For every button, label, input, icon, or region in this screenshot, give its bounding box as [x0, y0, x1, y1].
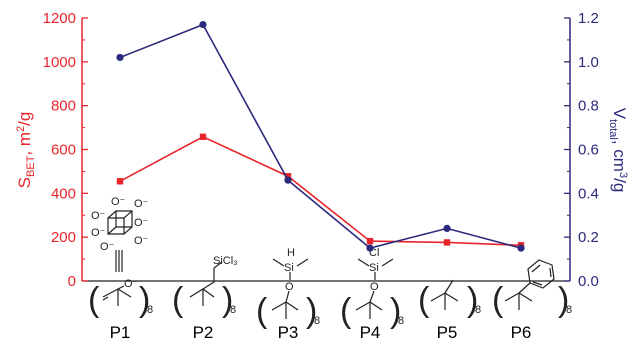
right-tick-label: 1.2 — [578, 10, 599, 27]
series-1-point-p1 — [116, 178, 124, 185]
repeat-subscript: 8 — [147, 304, 153, 316]
left-axis-ticks: 0 200 400 600 800 1000 1200 — [43, 10, 88, 290]
series-1-point-p5 — [443, 239, 451, 246]
series-2-point-p3 — [284, 176, 292, 184]
series-line-2 — [119, 23, 522, 250]
left-bracket: ( — [172, 281, 184, 319]
series-1-point-p4 — [366, 237, 374, 245]
p3-h: H — [287, 247, 295, 259]
right-tick-label: 0.8 — [578, 98, 599, 115]
category-label-p2: P2 — [193, 323, 214, 342]
category-labels: P1 P2 P3 P4 P5 P6 — [110, 323, 532, 342]
right-axis-label: Vtotal, cm3/g — [607, 108, 629, 193]
left-bracket: ( — [88, 281, 100, 319]
right-tick-label: 1.0 — [578, 54, 599, 71]
p6-structure — [504, 259, 555, 310]
category-label-p5: P5 — [437, 323, 458, 342]
repeat-subscript: 8 — [475, 304, 481, 316]
right-tick-label: 0.6 — [578, 142, 599, 159]
series-2-point-p1 — [116, 53, 124, 62]
structures: O⁻ O⁻ O⁻ O⁻ O⁻ O⁻ O⁻ O⁻ SiCl₃ — [88, 196, 572, 330]
left-label-sub: BET — [25, 155, 37, 177]
p4-o: O — [370, 281, 379, 293]
repeat-brackets: ()8()8()8()8()8()8 — [88, 281, 572, 330]
p3-structure: O Si H — [271, 247, 309, 319]
series-2-point-p4 — [366, 244, 374, 252]
p1-o-2: O⁻ — [111, 196, 126, 208]
series-1-point-p2 — [199, 133, 207, 140]
p1-o-6: O⁻ — [134, 217, 149, 229]
left-tick-label: 200 — [51, 229, 76, 246]
p3-si: Si — [284, 262, 294, 274]
series-1-point-p3 — [284, 173, 292, 180]
right-label-rest: , cm — [610, 140, 629, 172]
left-tick-label: 1200 — [43, 10, 76, 27]
right-tick-label: 0.2 — [578, 229, 599, 246]
repeat-subscript: 8 — [566, 304, 572, 316]
series-2-point-p6 — [517, 244, 525, 252]
left-bracket: ( — [340, 292, 352, 330]
right-bracket: ) — [306, 292, 317, 330]
left-bracket: ( — [418, 281, 430, 319]
p2-structure: SiCl₃ — [189, 255, 238, 306]
right-label-sup: 3 — [617, 172, 629, 178]
left-bracket: ( — [256, 292, 268, 330]
p1-o-7: O⁻ — [134, 235, 149, 247]
category-label-p4: P4 — [360, 323, 381, 342]
p4-si: Si — [369, 262, 379, 274]
left-tick-label: 600 — [51, 142, 76, 159]
left-tick-label: 1000 — [43, 54, 76, 71]
p1-structure: O⁻ O⁻ O⁻ O⁻ O⁻ O⁻ O⁻ O⁻ — [91, 196, 149, 306]
right-bracket: ) — [558, 281, 569, 319]
category-label-p3: P3 — [278, 323, 299, 342]
p4-structure: O Si Cl — [355, 247, 394, 319]
right-tick-label: 0.0 — [578, 273, 599, 290]
right-label-end: /g — [610, 178, 629, 192]
series-layer — [116, 20, 525, 252]
repeat-subscript: 8 — [398, 315, 404, 327]
p1-o-4: O⁻ — [91, 227, 106, 239]
right-bracket: ) — [390, 292, 401, 330]
right-tick-label: 0.4 — [578, 185, 599, 202]
right-label-main: V — [610, 108, 629, 120]
right-bracket: ) — [467, 281, 478, 319]
left-bracket: ( — [492, 281, 504, 319]
series-2-point-p5 — [443, 224, 451, 232]
left-tick-label: 400 — [51, 185, 76, 202]
p4-cl: Cl — [369, 247, 379, 259]
category-label-p1: P1 — [110, 323, 131, 342]
left-label-end: /g — [15, 112, 34, 126]
p1-o-3: O⁻ — [134, 198, 149, 210]
left-tick-label: 0 — [68, 273, 76, 290]
p1-o-5: O⁻ — [100, 241, 115, 253]
p2-group: SiCl₃ — [213, 255, 238, 267]
series-2-point-p2 — [199, 20, 207, 29]
category-label-p6: P6 — [511, 323, 532, 342]
left-label-rest: , m — [15, 132, 34, 156]
left-axis-label: SBET, m2/g — [15, 112, 37, 189]
right-bracket: ) — [222, 281, 233, 319]
right-label-sub: total — [607, 119, 619, 140]
left-label-main: S — [15, 177, 34, 188]
left-tick-label: 800 — [51, 98, 76, 115]
p1-link-o: O⁻ — [124, 278, 139, 290]
left-label-sup: 2 — [15, 126, 27, 132]
p1-o-1: O⁻ — [91, 210, 106, 222]
repeat-subscript: 8 — [230, 304, 236, 316]
p5-structure — [430, 279, 459, 310]
series-line-1 — [119, 135, 522, 247]
repeat-subscript: 8 — [314, 315, 320, 327]
right-bracket: ) — [139, 281, 150, 319]
right-axis-ticks: 0.0 0.2 0.4 0.6 0.8 1.0 1.2 — [564, 10, 599, 290]
p3-o: O — [285, 281, 294, 293]
